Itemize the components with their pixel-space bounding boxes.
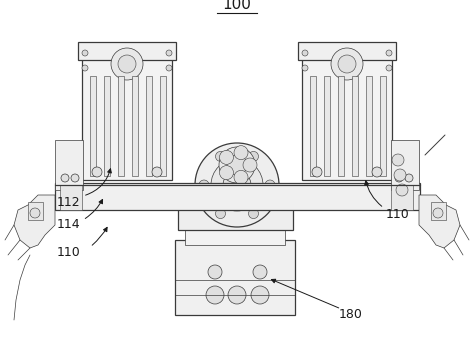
Bar bbox=[185, 215, 285, 245]
Circle shape bbox=[219, 166, 234, 180]
Circle shape bbox=[251, 286, 269, 304]
Bar bbox=[160, 76, 166, 176]
Circle shape bbox=[405, 174, 413, 182]
Circle shape bbox=[118, 55, 136, 73]
Circle shape bbox=[195, 143, 279, 227]
Circle shape bbox=[211, 159, 263, 211]
Circle shape bbox=[372, 167, 382, 177]
Text: 110: 110 bbox=[57, 246, 81, 260]
Bar bbox=[366, 76, 372, 176]
Bar bbox=[178, 190, 293, 230]
Bar bbox=[132, 76, 138, 176]
Bar bbox=[302, 50, 392, 180]
Text: 114: 114 bbox=[57, 219, 81, 231]
Polygon shape bbox=[419, 195, 460, 248]
Circle shape bbox=[228, 286, 246, 304]
Circle shape bbox=[331, 48, 363, 80]
Bar bbox=[431, 202, 446, 220]
Bar bbox=[310, 76, 316, 176]
Circle shape bbox=[71, 174, 79, 182]
Bar bbox=[338, 76, 344, 176]
Bar bbox=[55, 140, 83, 190]
Circle shape bbox=[216, 208, 226, 219]
Bar bbox=[391, 140, 419, 190]
Circle shape bbox=[166, 65, 172, 71]
Bar bbox=[82, 50, 172, 180]
Polygon shape bbox=[14, 195, 55, 248]
Circle shape bbox=[199, 180, 209, 190]
Bar bbox=[380, 76, 386, 176]
Circle shape bbox=[152, 167, 162, 177]
Circle shape bbox=[312, 167, 322, 177]
Bar bbox=[55, 183, 420, 210]
Circle shape bbox=[30, 208, 40, 218]
Circle shape bbox=[82, 65, 88, 71]
Circle shape bbox=[219, 150, 234, 164]
Circle shape bbox=[394, 169, 406, 181]
Bar bbox=[118, 76, 124, 176]
Bar bbox=[90, 76, 96, 176]
Text: 100: 100 bbox=[223, 0, 251, 12]
Bar bbox=[352, 76, 358, 176]
Circle shape bbox=[206, 286, 224, 304]
Bar bbox=[391, 185, 413, 210]
Bar bbox=[28, 202, 43, 220]
Bar bbox=[298, 42, 396, 60]
Circle shape bbox=[82, 50, 88, 56]
Bar bbox=[78, 42, 176, 60]
Text: 110: 110 bbox=[385, 207, 409, 221]
Bar bbox=[60, 185, 82, 210]
Circle shape bbox=[111, 48, 143, 80]
Circle shape bbox=[338, 55, 356, 73]
Circle shape bbox=[243, 158, 257, 172]
Circle shape bbox=[92, 167, 102, 177]
Text: 112: 112 bbox=[57, 197, 81, 209]
Bar bbox=[195, 190, 277, 210]
Circle shape bbox=[208, 265, 222, 279]
Circle shape bbox=[61, 174, 69, 182]
Circle shape bbox=[227, 155, 247, 175]
Text: 180: 180 bbox=[339, 308, 363, 321]
Circle shape bbox=[392, 154, 404, 166]
Bar bbox=[175, 240, 295, 315]
Bar bbox=[146, 76, 152, 176]
Bar bbox=[324, 76, 330, 176]
Circle shape bbox=[234, 145, 248, 160]
Circle shape bbox=[265, 180, 275, 190]
Circle shape bbox=[216, 151, 226, 161]
Circle shape bbox=[396, 184, 408, 196]
Circle shape bbox=[234, 171, 248, 184]
Circle shape bbox=[386, 65, 392, 71]
Circle shape bbox=[219, 147, 255, 183]
Circle shape bbox=[253, 265, 267, 279]
Circle shape bbox=[433, 208, 443, 218]
Bar bbox=[104, 76, 110, 176]
Circle shape bbox=[248, 151, 258, 161]
Circle shape bbox=[223, 171, 251, 199]
Circle shape bbox=[302, 50, 308, 56]
Circle shape bbox=[248, 208, 258, 219]
Circle shape bbox=[386, 50, 392, 56]
Circle shape bbox=[166, 50, 172, 56]
Circle shape bbox=[395, 174, 403, 182]
Circle shape bbox=[302, 65, 308, 71]
